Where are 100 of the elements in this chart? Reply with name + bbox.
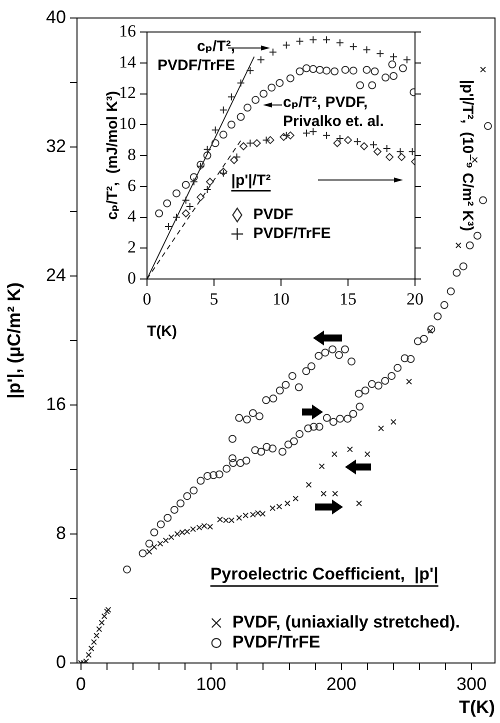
point — [349, 42, 358, 51]
point — [346, 446, 353, 452]
x-tick-label: 10 — [272, 290, 290, 309]
y-tick-label: 6 — [128, 176, 136, 195]
legend-label: PVDF/TrFE — [253, 225, 331, 242]
point — [386, 153, 394, 162]
point — [260, 90, 268, 98]
legend-title: |p'|/T² — [231, 172, 271, 190]
point — [333, 139, 342, 148]
point — [256, 56, 265, 64]
legend-title: Pyroelectric Coefficient, |p'| — [210, 564, 438, 584]
point — [408, 148, 415, 156]
point — [318, 463, 325, 470]
point — [390, 52, 398, 61]
point — [276, 504, 282, 510]
x-axis-title: T(K) — [147, 323, 177, 340]
point — [196, 193, 205, 202]
y-tick-label: 0 — [128, 268, 136, 288]
point — [330, 67, 339, 76]
x-tick-label: 15 — [340, 290, 356, 309]
y-tick-label: 0 — [56, 652, 66, 672]
point — [344, 136, 352, 144]
point — [360, 142, 368, 150]
point — [280, 132, 288, 141]
point — [146, 548, 152, 555]
point — [284, 500, 290, 506]
point — [382, 74, 390, 82]
point — [96, 626, 102, 632]
point — [302, 64, 310, 72]
point — [398, 64, 407, 72]
point — [252, 139, 261, 148]
point — [309, 65, 318, 74]
x-tick-label: 20 — [406, 290, 424, 309]
point — [250, 512, 256, 518]
x-tick-label: 0 — [76, 674, 86, 694]
point — [88, 646, 94, 652]
point — [368, 81, 376, 90]
point — [336, 134, 344, 143]
point — [219, 106, 228, 114]
point — [331, 451, 338, 458]
point — [322, 66, 331, 75]
point — [336, 38, 344, 47]
point — [292, 496, 299, 502]
legend-label: PVDF, (uniaxially stretched). — [232, 612, 460, 632]
y-axis-title: |p'|, (μC/m² K) — [4, 282, 24, 399]
x-tick-label: 300 — [456, 674, 487, 694]
point — [406, 378, 412, 385]
point — [364, 451, 370, 458]
point — [316, 66, 324, 74]
point — [286, 131, 294, 140]
point — [155, 209, 164, 218]
point — [286, 74, 294, 82]
point — [236, 112, 245, 121]
point — [179, 529, 186, 536]
point — [230, 156, 238, 164]
point — [227, 92, 236, 101]
point — [402, 56, 411, 64]
point — [369, 140, 378, 149]
point — [244, 104, 252, 112]
point — [239, 142, 248, 150]
point — [172, 189, 180, 198]
point — [203, 185, 212, 194]
point — [306, 482, 312, 488]
x-tick-label: 0 — [142, 290, 152, 309]
point — [217, 516, 223, 522]
point — [309, 128, 318, 136]
point — [222, 517, 229, 524]
point — [268, 84, 276, 92]
point — [388, 60, 396, 68]
point — [260, 510, 266, 517]
legend-label: PVDF — [253, 206, 294, 224]
point — [296, 67, 304, 76]
point — [211, 126, 220, 134]
point — [242, 512, 249, 518]
point — [322, 131, 331, 140]
point — [341, 66, 350, 74]
point — [157, 540, 164, 547]
point — [98, 620, 105, 626]
point — [190, 526, 196, 532]
annotation: cₚ/T², PVDF, Privalko et. al. — [283, 94, 384, 130]
point — [164, 222, 172, 231]
point — [276, 78, 284, 87]
point — [390, 418, 396, 425]
point — [378, 425, 384, 432]
point — [332, 490, 338, 497]
legend-label: PVDF/TrFE — [232, 632, 320, 652]
x-axis-title: T(K) — [459, 697, 496, 718]
y-tick-label: 24 — [46, 264, 66, 285]
point — [362, 46, 371, 54]
y-tick-label: 2 — [128, 238, 136, 257]
y-axis-title: cₚ/T², (mJ/mol K³) — [104, 91, 122, 220]
point — [90, 639, 97, 646]
point — [83, 658, 90, 663]
point — [455, 242, 462, 248]
point — [390, 72, 398, 80]
point — [182, 180, 190, 189]
point — [203, 145, 212, 154]
point — [151, 544, 158, 550]
y-tick-label: 12 — [119, 83, 136, 102]
point — [254, 510, 261, 516]
